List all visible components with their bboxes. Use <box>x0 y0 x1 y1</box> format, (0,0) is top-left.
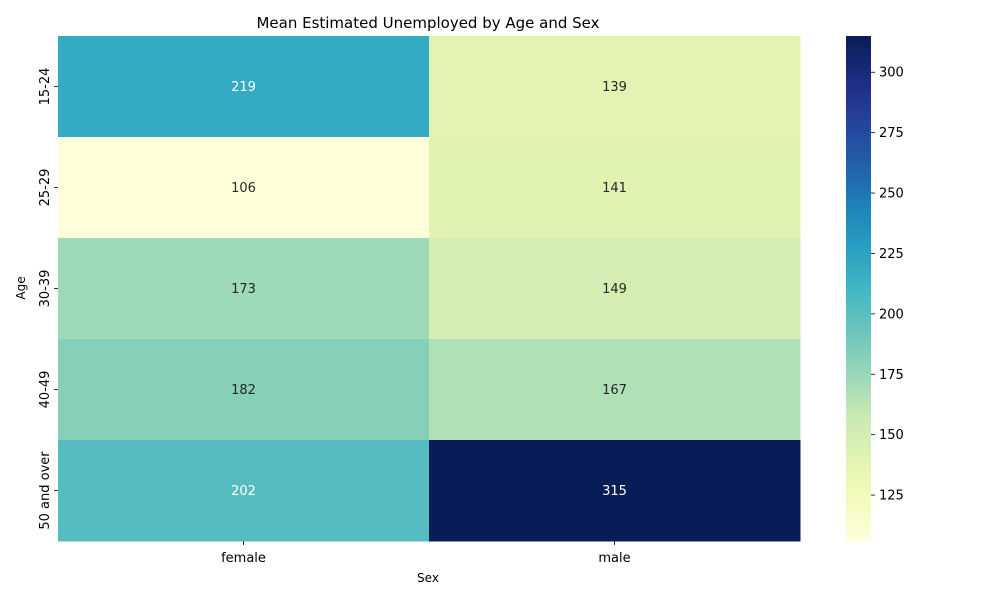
heatmap-cell <box>429 238 801 340</box>
colorbar-tick-label: 200 <box>879 307 904 322</box>
y-tick-label: 15-24 <box>38 68 53 106</box>
cell-value-label: 139 <box>602 80 627 95</box>
heatmap-cell <box>429 137 801 239</box>
cell-value-label: 219 <box>231 80 256 95</box>
heatmap-cells: 219 139 106 141 173 149 182 167 202 315 <box>58 36 801 542</box>
colorbar-tick-label: 300 <box>879 66 904 81</box>
cell-value-label: 141 <box>602 181 627 196</box>
colorbar-tick-label: 125 <box>879 489 904 504</box>
x-axis-label: Sex <box>417 571 439 585</box>
x-tick-label: female <box>221 551 266 566</box>
colorbar-tick-label: 275 <box>879 126 904 141</box>
cell-value-label: 202 <box>231 484 256 499</box>
heatmap-cell <box>429 36 801 138</box>
cell-value-label: 149 <box>602 282 627 297</box>
colorbar-tick-label: 250 <box>879 187 904 202</box>
colorbar-tick-label: 150 <box>879 428 904 443</box>
cell-value-label: 106 <box>231 181 256 196</box>
colorbar-tick-label: 225 <box>879 247 904 262</box>
colorbar-tick-label: 175 <box>879 368 904 383</box>
x-axis: female male <box>221 541 631 566</box>
cell-value-label: 182 <box>231 383 256 398</box>
y-tick-label: 25-29 <box>38 169 53 207</box>
y-tick-label: 40-49 <box>38 371 53 409</box>
cell-value-label: 315 <box>602 484 627 499</box>
cell-value-label: 173 <box>231 282 256 297</box>
heatmap-cell <box>58 137 430 239</box>
y-tick-label: 30-39 <box>38 270 53 308</box>
heatmap-cell <box>58 440 430 542</box>
x-tick-label: male <box>598 551 630 566</box>
colorbar-ticks: 125 150 175 200 225 250 275 300 <box>871 66 904 504</box>
y-axis: 15-24 25-29 30-39 40-49 50 and over <box>38 68 58 530</box>
heatmap-cell <box>58 339 430 441</box>
colorbar <box>846 36 871 541</box>
heatmap-cell <box>429 339 801 441</box>
chart-title: Mean Estimated Unemployed by Age and Sex <box>256 14 599 32</box>
heatmap-cell <box>58 238 430 340</box>
cell-value-label: 167 <box>602 383 627 398</box>
heatmap-cell <box>429 440 801 542</box>
y-axis-label: Age <box>14 276 28 299</box>
heatmap-cell <box>58 36 430 138</box>
y-tick-label: 50 and over <box>38 451 53 530</box>
